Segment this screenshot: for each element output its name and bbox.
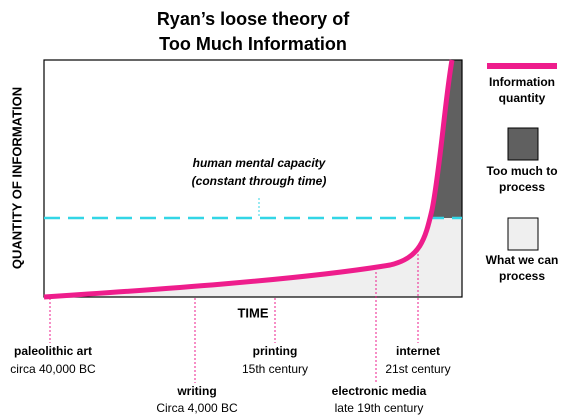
title-line: Ryan’s loose theory of <box>157 9 350 29</box>
information-curve <box>43 59 455 300</box>
legend-label: What we can <box>486 253 559 267</box>
event-date: Circa 4,000 BC <box>156 401 238 415</box>
legend-label: process <box>499 180 545 194</box>
legend-label: Information <box>489 75 555 89</box>
x-axis-label: TIME <box>237 305 268 320</box>
annotation-line: human mental capacity <box>193 156 327 170</box>
annotation-line: (constant through time) <box>192 174 327 188</box>
event-name: internet <box>396 344 440 358</box>
can-process-area <box>44 218 462 297</box>
event-name: writing <box>176 384 216 398</box>
legend-label: Too much to <box>486 164 557 178</box>
plot-frame <box>43 59 463 298</box>
legend-label: process <box>499 269 545 283</box>
event-name: electronic media <box>332 384 427 398</box>
y-axis-label: QUANTITY OF INFORMATION <box>9 87 24 269</box>
event-date: circa 40,000 BC <box>10 362 96 376</box>
legend-swatch <box>507 127 539 161</box>
legend-label: quantity <box>499 91 546 105</box>
title-line: Too Much Information <box>159 34 347 54</box>
legend-swatch <box>507 217 539 251</box>
event-name: printing <box>253 344 298 358</box>
event-date: 15th century <box>242 362 308 376</box>
event-date: late 19th century <box>335 401 424 415</box>
event-date: 21st century <box>385 362 450 376</box>
event-name: paleolithic art <box>14 344 92 358</box>
